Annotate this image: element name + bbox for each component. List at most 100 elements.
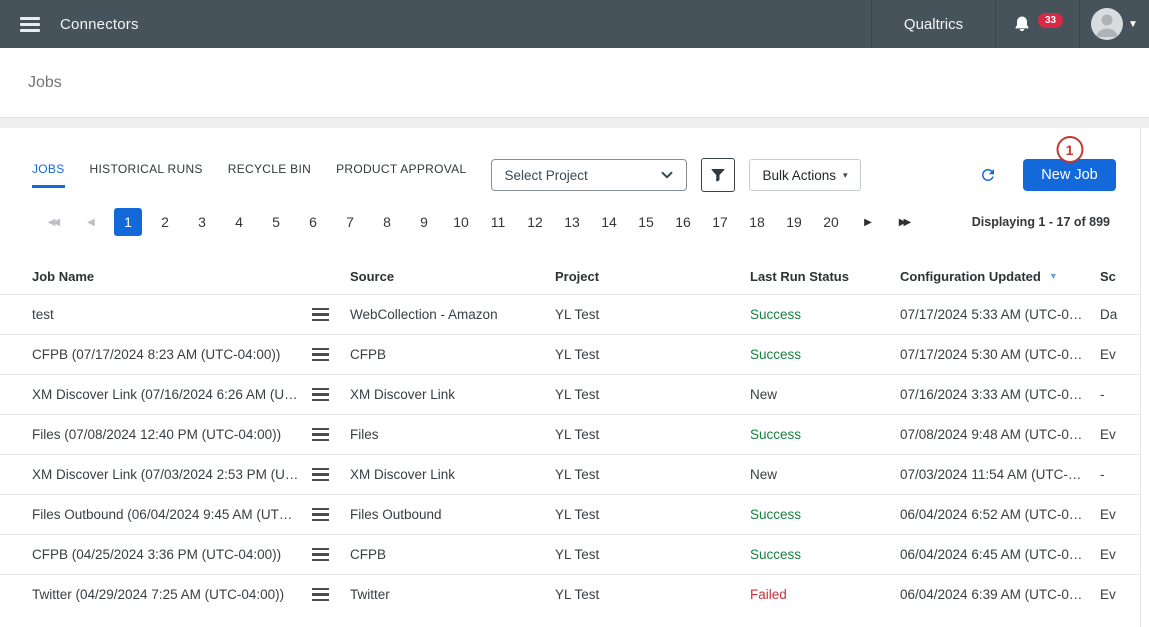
table-header-row: Job Name Source Project Last Run Status …: [0, 258, 1140, 294]
page-button-6[interactable]: 6: [299, 208, 327, 236]
column-header-project[interactable]: Project: [555, 268, 600, 284]
pagination: ◀◀ ◀ 1 2 3 4 5 6 7 8 9 10 11 12 13 14 15 16 17 18 19 20 ▶ ▶…: [0, 208, 1140, 236]
page-button-12[interactable]: 12: [521, 208, 549, 236]
toolbar: JOBS HISTORICAL RUNS RECYCLE BIN PRODUCT…: [0, 128, 1140, 192]
status-cell: Success: [750, 307, 802, 322]
row-menu-icon[interactable]: [309, 465, 332, 485]
column-header-schedule[interactable]: Sc: [1100, 268, 1116, 284]
source-cell: Files: [350, 427, 379, 442]
page-divider: [0, 118, 1149, 128]
schedule-cell: Ev: [1100, 507, 1116, 522]
project-cell: YL Test: [555, 467, 600, 482]
table-row: CFPB (07/17/2024 8:23 AM (UTC-04:00)) CF…: [0, 334, 1140, 374]
page-button-10[interactable]: 10: [447, 208, 475, 236]
bulk-actions-button[interactable]: Bulk Actions ▾: [749, 159, 861, 191]
pagination-summary: Displaying 1 - 17 of 899: [971, 215, 1110, 229]
project-select-value: Select Project: [504, 167, 588, 183]
refresh-icon[interactable]: [979, 166, 997, 184]
project-select[interactable]: Select Project: [491, 159, 688, 191]
page-button-3[interactable]: 3: [188, 208, 216, 236]
job-name: Files Outbound (06/04/2024 9:45 AM (UT…: [32, 507, 293, 522]
row-menu-icon[interactable]: [309, 345, 332, 365]
next-page-button[interactable]: ▶: [854, 208, 882, 236]
first-page-button[interactable]: ◀◀: [40, 208, 68, 236]
job-name: CFPB (07/17/2024 8:23 AM (UTC-04:00)): [32, 347, 281, 362]
tab-historical-runs[interactable]: HISTORICAL RUNS: [89, 162, 203, 176]
bulk-actions-label: Bulk Actions: [762, 167, 836, 183]
project-cell: YL Test: [555, 547, 600, 562]
page-button-17[interactable]: 17: [706, 208, 734, 236]
schedule-cell: Da: [1100, 307, 1118, 322]
row-menu-icon[interactable]: [309, 305, 332, 325]
tab-recycle-bin[interactable]: RECYCLE BIN: [227, 162, 312, 176]
job-name: Twitter (04/29/2024 7:25 AM (UTC-04:00)): [32, 587, 285, 602]
page-button-15[interactable]: 15: [632, 208, 660, 236]
schedule-cell: -: [1100, 387, 1105, 402]
caret-down-icon: ▾: [843, 169, 848, 180]
topbar: Connectors Qualtrics 33 ▼: [0, 0, 1149, 48]
page-button-5[interactable]: 5: [262, 208, 290, 236]
configuration-updated-cell: 07/03/2024 11:54 AM (UTC-…: [900, 467, 1082, 482]
source-cell: XM Discover Link: [350, 467, 456, 482]
column-header-last-run-status[interactable]: Last Run Status: [750, 268, 849, 284]
page-button-7[interactable]: 7: [336, 208, 364, 236]
table-row: Files Outbound (06/04/2024 9:45 AM (UT… …: [0, 494, 1140, 534]
schedule-cell: Ev: [1100, 347, 1116, 362]
page-button-11[interactable]: 11: [484, 208, 512, 236]
page-button-18[interactable]: 18: [743, 208, 771, 236]
tab-jobs[interactable]: JOBS: [32, 162, 65, 188]
table-row: XM Discover Link (07/16/2024 6:26 AM (U……: [0, 374, 1140, 414]
column-header-source[interactable]: Source: [350, 268, 395, 284]
prev-page-button[interactable]: ◀: [77, 208, 105, 236]
project-cell: YL Test: [555, 387, 600, 402]
sort-desc-icon: ▼: [1048, 271, 1058, 281]
page-button-14[interactable]: 14: [595, 208, 623, 236]
page-header: Jobs: [0, 48, 1149, 118]
schedule-cell: Ev: [1100, 587, 1116, 602]
schedule-cell: -: [1100, 467, 1105, 482]
column-header-job-name[interactable]: Job Name: [32, 268, 95, 284]
row-menu-icon[interactable]: [309, 545, 332, 565]
job-name: CFPB (04/25/2024 3:36 PM (UTC-04:00)): [32, 547, 282, 562]
configuration-updated-cell: 07/16/2024 3:33 AM (UTC-0…: [900, 387, 1083, 402]
source-cell: CFPB: [350, 547, 387, 562]
last-page-button[interactable]: ▶▶: [891, 208, 919, 236]
filter-button[interactable]: [701, 158, 736, 192]
hamburger-menu-icon[interactable]: [14, 11, 46, 38]
page-button-9[interactable]: 9: [410, 208, 438, 236]
pagination-pages: 1 2 3 4 5 6 7 8 9 10 11 12 13 14 15 16 17 18 19 20: [114, 208, 854, 236]
row-menu-icon[interactable]: [309, 425, 332, 445]
new-job-button[interactable]: New Job: [1023, 159, 1116, 191]
row-menu-icon[interactable]: [309, 505, 332, 525]
page-button-16[interactable]: 16: [669, 208, 697, 236]
page-title: Jobs: [28, 73, 62, 91]
status-cell: New: [750, 387, 778, 402]
notifications-button[interactable]: 33: [995, 0, 1079, 48]
source-cell: XM Discover Link: [350, 387, 456, 402]
person-icon: [1096, 14, 1119, 37]
schedule-cell: Ev: [1100, 547, 1116, 562]
brand-label: Qualtrics: [871, 0, 995, 48]
page-button-1[interactable]: 1: [114, 208, 142, 236]
tab-bar: JOBS HISTORICAL RUNS RECYCLE BIN PRODUCT…: [32, 162, 466, 188]
jobs-panel: JOBS HISTORICAL RUNS RECYCLE BIN PRODUCT…: [0, 128, 1141, 627]
page-button-19[interactable]: 19: [780, 208, 808, 236]
page-button-20[interactable]: 20: [817, 208, 845, 236]
row-menu-icon[interactable]: [309, 385, 332, 405]
row-menu-icon[interactable]: [309, 585, 332, 605]
status-cell: Success: [750, 507, 802, 522]
chevron-down-icon: ▼: [1128, 18, 1138, 30]
avatar: [1091, 8, 1124, 40]
tab-product-approval[interactable]: PRODUCT APPROVAL: [336, 162, 467, 176]
project-cell: YL Test: [555, 427, 600, 442]
page-button-13[interactable]: 13: [558, 208, 586, 236]
page-button-2[interactable]: 2: [151, 208, 179, 236]
notification-badge: 33: [1037, 12, 1064, 28]
column-header-configuration-updated[interactable]: Configuration Updated ▼: [900, 268, 1058, 284]
page-button-4[interactable]: 4: [225, 208, 253, 236]
account-menu[interactable]: ▼: [1079, 0, 1149, 48]
page-button-8[interactable]: 8: [373, 208, 401, 236]
project-cell: YL Test: [555, 347, 600, 362]
table-row: Files (07/08/2024 12:40 PM (UTC-04:00)) …: [0, 414, 1140, 454]
configuration-updated-cell: 06/04/2024 6:39 AM (UTC-0…: [900, 587, 1083, 602]
